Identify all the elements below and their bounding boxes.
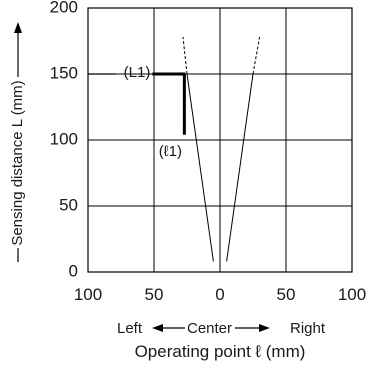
x-tick-labels: 100 50 0 50 100 [74, 285, 366, 304]
x-tick-label: 0 [215, 285, 224, 304]
y-tick-label: 0 [69, 261, 78, 280]
detection-boundary-dashed [182, 36, 188, 75]
x-axis-label: Operating point ℓ (mm) [135, 342, 306, 361]
x-tick-label: 100 [74, 285, 102, 304]
y-tick-label: 50 [59, 195, 78, 214]
y-tick-labels: 0 50 100 150 200 [50, 0, 78, 280]
grid [87, 7, 353, 273]
detection-boundary-line [186, 73, 214, 262]
x-direction-center: Center [187, 320, 232, 337]
x-direction-right: Right [290, 320, 326, 337]
detection-boundary-dashed [252, 36, 261, 75]
detection-boundary-line [226, 73, 254, 262]
y-tick-label: 200 [50, 0, 78, 16]
y-tick-label: 100 [50, 129, 78, 148]
x-tick-label: 50 [277, 285, 296, 304]
y-axis-arrow-head [14, 22, 22, 33]
y-tick-label: 150 [50, 63, 78, 82]
x-tick-label: 50 [145, 285, 164, 304]
x-direction-left: Left [117, 320, 143, 337]
annotations: (L1) (ℓ1) [88, 64, 186, 160]
annotation-ell1: (ℓ1) [159, 143, 182, 160]
right-arrow-head [259, 324, 270, 332]
x-tick-label: 100 [338, 285, 366, 304]
series-lines [182, 36, 261, 262]
y-axis-label: Sensing distance L (mm) [9, 80, 26, 245]
annotation-l1: (L1) [124, 64, 151, 81]
left-arrow-head [152, 324, 163, 332]
